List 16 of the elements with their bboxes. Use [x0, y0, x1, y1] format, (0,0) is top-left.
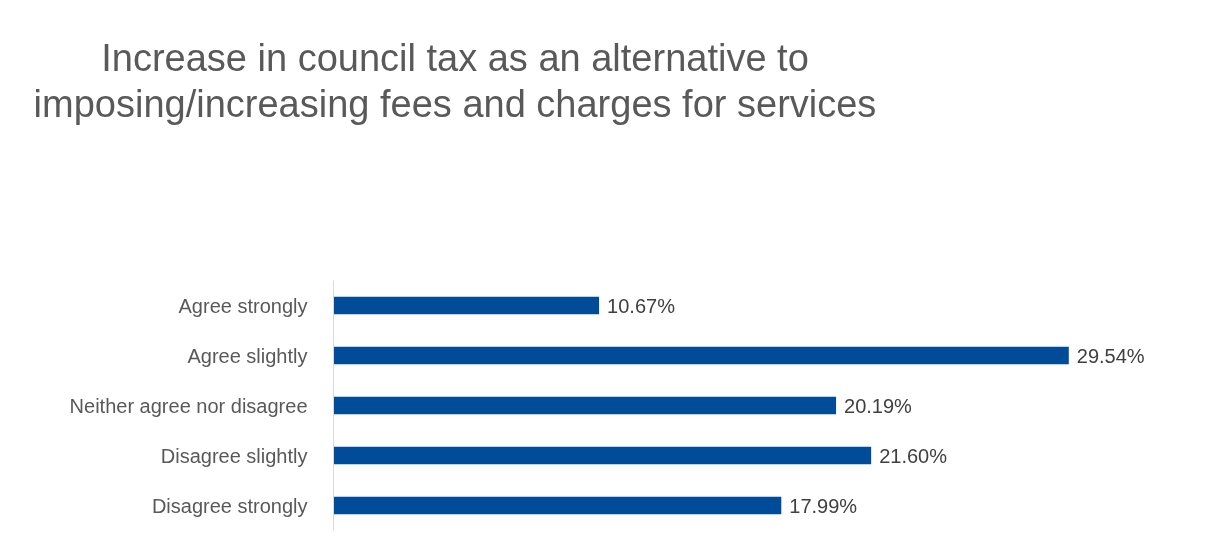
bar — [333, 496, 782, 515]
y-tick-label: Disagree strongly — [151, 494, 308, 517]
bar — [333, 296, 600, 315]
y-tick-label: Neither agree nor disagree — [69, 394, 308, 417]
y-tick-label: Agree strongly — [178, 294, 308, 317]
data-label: 21.60% — [879, 444, 948, 467]
y-tick-label: Disagree slightly — [160, 444, 308, 467]
data-label: 17.99% — [789, 494, 858, 517]
bar — [333, 446, 872, 465]
bar — [333, 346, 1069, 365]
chart-title: Increase in council tax as an alternative to imposing/increasing fees and charges for services — [32, 36, 878, 127]
data-label: 20.19% — [844, 394, 913, 417]
y-tick-label: Agree slightly — [187, 344, 308, 367]
bar — [333, 396, 837, 415]
data-label: 10.67% — [607, 294, 676, 317]
data-label: 29.54% — [1076, 344, 1145, 367]
